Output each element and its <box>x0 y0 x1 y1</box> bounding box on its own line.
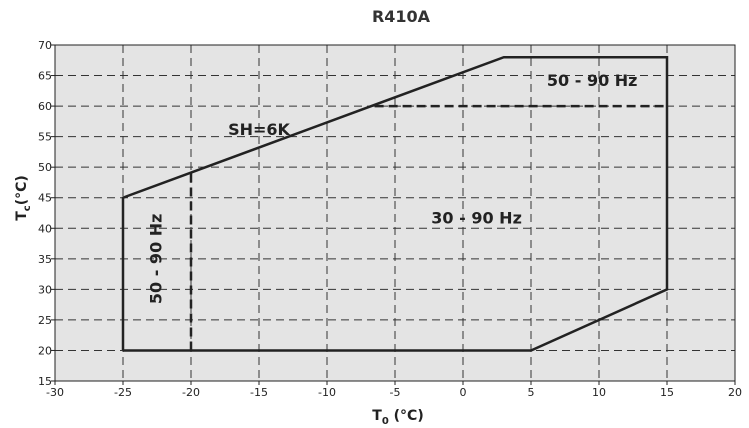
region-label-1: 30 - 90 Hz <box>431 209 522 228</box>
y-tick-label: 65 <box>38 70 52 83</box>
y-tick-label: 35 <box>38 253 52 266</box>
chart-title: R410A <box>372 7 431 26</box>
y-axis-sub: c <box>22 205 33 211</box>
y-tick-labels: 15 20 25 30 35 40 45 50 55 60 65 70 <box>38 39 55 388</box>
x-tick-label: -30 <box>46 386 64 399</box>
x-tick-label: -10 <box>318 386 336 399</box>
plot-area <box>55 45 735 381</box>
x-axis-main: T <box>372 408 382 424</box>
x-tick-labels: -30 -25 -20 -15 -10 -5 0 5 10 15 20 <box>46 381 742 399</box>
x-tick-label: -25 <box>114 386 132 399</box>
x-tick-label: -5 <box>390 386 401 399</box>
annotations: SH=6K 30 - 90 Hz 50 - 90 Hz 50 - 90 Hz <box>147 71 638 304</box>
y-tick-label: 40 <box>38 222 52 235</box>
region-label-2: 50 - 90 Hz <box>547 71 638 90</box>
x-tick-label: 0 <box>460 386 467 399</box>
y-tick-label: 45 <box>38 192 52 205</box>
y-axis-title: Tc(°C) <box>14 175 33 221</box>
x-tick-label: 20 <box>728 386 742 399</box>
x-tick-label: 5 <box>528 386 535 399</box>
series-line-0 <box>121 55 669 352</box>
region-label-3: 50 - 90 Hz <box>147 214 166 305</box>
y-tick-label: 60 <box>38 100 52 113</box>
x-tick-label: 15 <box>660 386 674 399</box>
x-tick-label: -15 <box>250 386 268 399</box>
data-lines <box>121 55 669 352</box>
region-label-0: SH=6K <box>228 120 290 139</box>
x-axis-title: T0 (°C) <box>372 408 423 427</box>
y-tick-label: 30 <box>38 283 52 296</box>
y-axis-main: T <box>14 211 30 221</box>
y-tick-label: 55 <box>38 131 52 144</box>
y-tick-label: 25 <box>38 314 52 327</box>
x-tick-label: -20 <box>182 386 200 399</box>
y-axis-unit: (°C) <box>14 175 30 205</box>
y-tick-label: 15 <box>38 375 52 388</box>
x-tick-label: 10 <box>592 386 606 399</box>
y-tick-label: 50 <box>38 161 52 174</box>
x-axis-unit: (°C) <box>389 408 424 424</box>
y-tick-label: 70 <box>38 39 52 52</box>
y-tick-label: 20 <box>38 344 52 357</box>
x-axis-sub: 0 <box>382 416 389 427</box>
